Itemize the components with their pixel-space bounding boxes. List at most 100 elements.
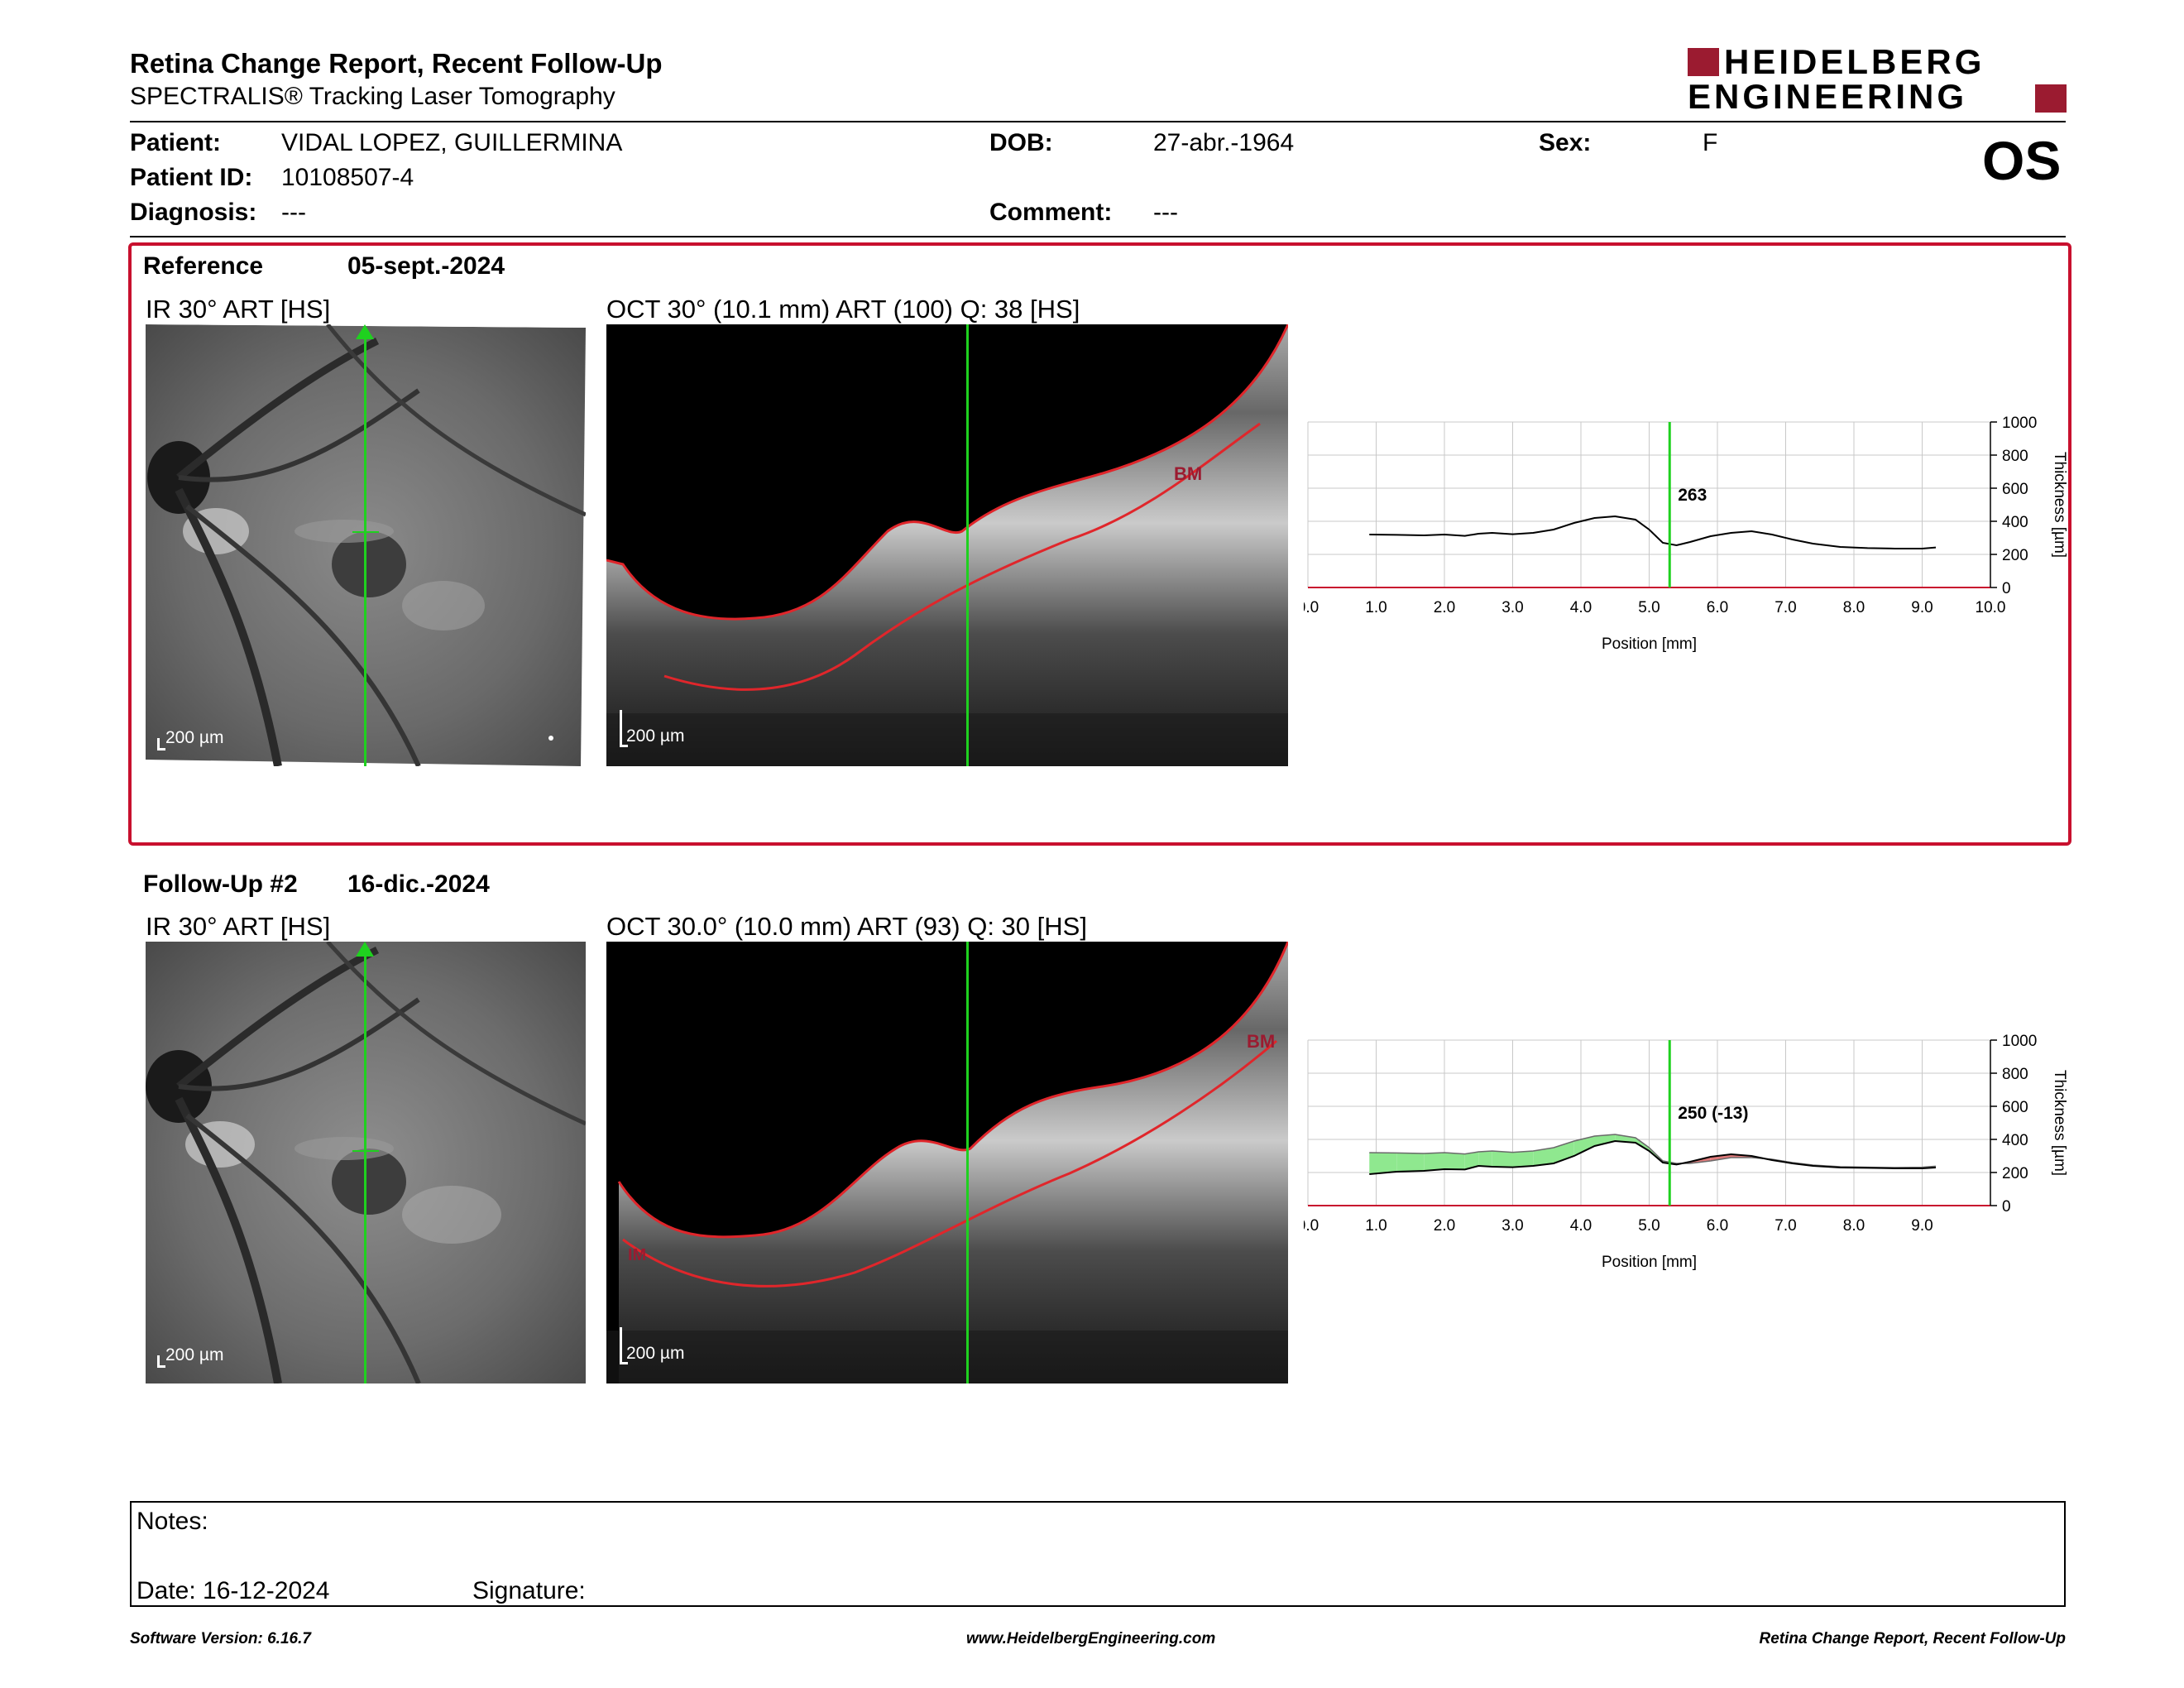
followup-ir-scan-line bbox=[364, 948, 366, 1383]
reference-chart-x-tick-label: 6.0 bbox=[1707, 599, 1728, 616]
reference-chart-y-axis-label: Thickness [µm] bbox=[2051, 452, 2068, 558]
footer-report-name: Retina Change Report, Recent Follow-Up bbox=[1759, 1630, 2066, 1647]
followup-chart-x-tick-label: 6.0 bbox=[1707, 1217, 1728, 1235]
followup-chart-diff-segment bbox=[1636, 1138, 1650, 1151]
followup-chart-x-tick-label: 5.0 bbox=[1638, 1217, 1660, 1235]
reference-chart-x-tick-label: 9.0 bbox=[1911, 599, 1933, 616]
reference-chart-y-tick-label: 0 bbox=[2002, 580, 2011, 597]
reference-ir-scale-label: 200 µm bbox=[165, 728, 224, 747]
followup-chart-y-tick-label: 1000 bbox=[2002, 1033, 2037, 1050]
heidelberg-logo: HEIDELBERG ENGINEERING bbox=[1688, 42, 2067, 116]
followup-chart-diff-segment bbox=[1710, 1154, 1731, 1161]
reference-oct-title: OCT 30° (10.1 mm) ART (100) Q: 38 [HS] bbox=[606, 295, 1080, 324]
diagnosis-label: Diagnosis: bbox=[130, 199, 257, 226]
notes-date: Date: 16-12-2024 bbox=[136, 1577, 330, 1604]
logo-text-bottom: ENGINEERING bbox=[1688, 77, 1968, 116]
report-title: Retina Change Report, Recent Follow-Up bbox=[130, 48, 663, 79]
diagnosis-value: --- bbox=[281, 199, 306, 226]
followup-oct-scalebar-v bbox=[620, 1327, 622, 1364]
followup-ir-scalebar-v bbox=[157, 1355, 160, 1367]
reference-fundus-svg bbox=[146, 324, 586, 766]
followup-chart-x-tick-label: 1.0 bbox=[1365, 1217, 1387, 1235]
reference-chart-x-tick-label: 1.0 bbox=[1365, 599, 1387, 616]
followup-ir-image: 200 µm bbox=[146, 942, 586, 1383]
followup-chart-x-tick-label: 4.0 bbox=[1570, 1217, 1592, 1235]
followup-chart-y-tick-label: 400 bbox=[2002, 1132, 2028, 1149]
reference-oct-image: BM 200 µm bbox=[606, 324, 1288, 766]
reference-chart-x-tick-label: 2.0 bbox=[1434, 599, 1455, 616]
reference-chart-x-axis-label: Position [mm] bbox=[1602, 635, 1697, 653]
followup-chart-diff-segment bbox=[1396, 1153, 1425, 1172]
reference-chart-y-tick-label: 800 bbox=[2002, 448, 2028, 465]
followup-ir-fovea-mark bbox=[352, 1150, 379, 1152]
followup-oct-svg bbox=[606, 942, 1288, 1383]
comment-value: --- bbox=[1153, 199, 1178, 226]
followup-oct-scalebar-h bbox=[620, 1362, 628, 1364]
followup-chart-y-tick-label: 600 bbox=[2002, 1099, 2028, 1116]
followup-chart-diff-segment bbox=[1444, 1153, 1465, 1170]
reference-chart-cursor-value: 263 bbox=[1678, 486, 1707, 505]
followup-chart-y-tick-label: 800 bbox=[2002, 1066, 2028, 1083]
dob-value: 27-abr.-1964 bbox=[1153, 129, 1295, 156]
dob-label: DOB: bbox=[989, 129, 1053, 156]
followup-chart-diff-segment bbox=[1533, 1148, 1554, 1166]
comment-label: Comment: bbox=[989, 199, 1113, 226]
followup-oct-ilm-label: IM bbox=[628, 1246, 647, 1264]
patient-label: Patient: bbox=[130, 129, 222, 156]
followup-oct-scale-label: 200 µm bbox=[626, 1344, 685, 1363]
patient-id-value: 10108507-4 bbox=[281, 164, 414, 191]
followup-thickness-chart: 0.0 1.0 2.0 3.0 4.0 5.0 6.0 7.0 8.0 9.0 0 200 400 600… bbox=[1297, 1032, 2081, 1305]
logo-text-top: HEIDELBERG bbox=[1724, 42, 1985, 81]
footer-website: www.HeidelbergEngineering.com bbox=[966, 1630, 1216, 1647]
reference-thickness-chart: 0.0 1.0 2.0 3.0 4.0 5.0 6.0 7.0 8.0 9.0 10.0 0 200 40… bbox=[1297, 414, 2081, 687]
followup-ir-scalebar-h bbox=[157, 1365, 165, 1368]
reference-chart-y-tick-label: 600 bbox=[2002, 481, 2028, 498]
reference-oct-bm-label: BM bbox=[1174, 463, 1203, 484]
followup-chart-diff-segment bbox=[1512, 1151, 1534, 1168]
followup-chart-x-tick-label: 8.0 bbox=[1843, 1217, 1865, 1235]
followup-chart-diff-segment bbox=[1464, 1152, 1479, 1170]
followup-chart-x-axis-label: Position [mm] bbox=[1602, 1254, 1697, 1271]
followup-chart-x-tick-label: 0.0 bbox=[1304, 1217, 1319, 1235]
reference-chart-x-tick-label: 4.0 bbox=[1570, 599, 1592, 616]
reference-chart-svg: 0.0 1.0 2.0 3.0 4.0 5.0 6.0 7.0 8.0 9.0 10.0 0 200 40… bbox=[1297, 415, 2068, 653]
reference-chart-x-tick-label: 8.0 bbox=[1843, 599, 1865, 616]
reference-ir-arrow-icon bbox=[356, 324, 374, 339]
signature-label: Signature: bbox=[472, 1577, 586, 1604]
reference-ir-scan-line bbox=[364, 331, 366, 766]
followup-chart-y-axis-label: Thickness [µm] bbox=[2051, 1070, 2068, 1176]
followup-chart-svg: 0.0 1.0 2.0 3.0 4.0 5.0 6.0 7.0 8.0 9.0 0 200 400 600… bbox=[1297, 1033, 2068, 1271]
followup-ir-title: IR 30° ART [HS] bbox=[146, 912, 331, 941]
reference-chart-x-tick-label: 5.0 bbox=[1638, 599, 1660, 616]
followup-chart-y-tick-label: 0 bbox=[2002, 1198, 2011, 1216]
followup-chart-diff-segment bbox=[1478, 1151, 1492, 1167]
followup-chart-x-tick-label: 3.0 bbox=[1502, 1217, 1523, 1235]
logo-block-bottom bbox=[2035, 84, 2067, 113]
sex-label: Sex: bbox=[1539, 129, 1592, 156]
followup-chart-series-line bbox=[1369, 1139, 1937, 1175]
reference-chart-x-tick-label: 7.0 bbox=[1774, 599, 1796, 616]
followup-date: 16-dic.-2024 bbox=[347, 870, 490, 898]
followup-oct-title: OCT 30.0° (10.0 mm) ART (93) Q: 30 [HS] bbox=[606, 912, 1087, 941]
reference-label: Reference bbox=[143, 252, 264, 280]
reference-oct-scan-line bbox=[966, 324, 969, 766]
reference-chart-series-line bbox=[1369, 515, 1937, 549]
followup-label: Follow-Up #2 bbox=[143, 870, 298, 898]
patient-rule bbox=[130, 236, 2066, 237]
report-subtitle: SPECTRALIS® Tracking Laser Tomography bbox=[130, 83, 615, 110]
followup-chart-x-tick-label: 2.0 bbox=[1434, 1217, 1455, 1235]
reference-ir-scalebar-v bbox=[157, 738, 160, 750]
reference-ir-scalebar-h bbox=[157, 748, 165, 750]
reference-chart-x-tick-label: 3.0 bbox=[1502, 599, 1523, 616]
reference-ir-image: 200 µm bbox=[146, 324, 586, 766]
notes-box: Notes: Date: 16-12-2024 Signature: bbox=[130, 1501, 2066, 1607]
followup-chart-x-tick-label: 9.0 bbox=[1911, 1217, 1933, 1235]
reference-chart-x-tick-label: 10.0 bbox=[1976, 599, 2006, 616]
followup-chart-diff-segment bbox=[1594, 1134, 1616, 1146]
reference-chart-y-tick-label: 400 bbox=[2002, 514, 2028, 531]
footer-software-version: Software Version: 6.16.7 bbox=[130, 1630, 311, 1647]
reference-ir-title: IR 30° ART [HS] bbox=[146, 295, 331, 324]
reference-chart-x-tick-label: 0.0 bbox=[1304, 599, 1319, 616]
followup-chart-x-tick-label: 7.0 bbox=[1774, 1217, 1796, 1235]
reference-ir-fovea-mark bbox=[352, 531, 379, 533]
